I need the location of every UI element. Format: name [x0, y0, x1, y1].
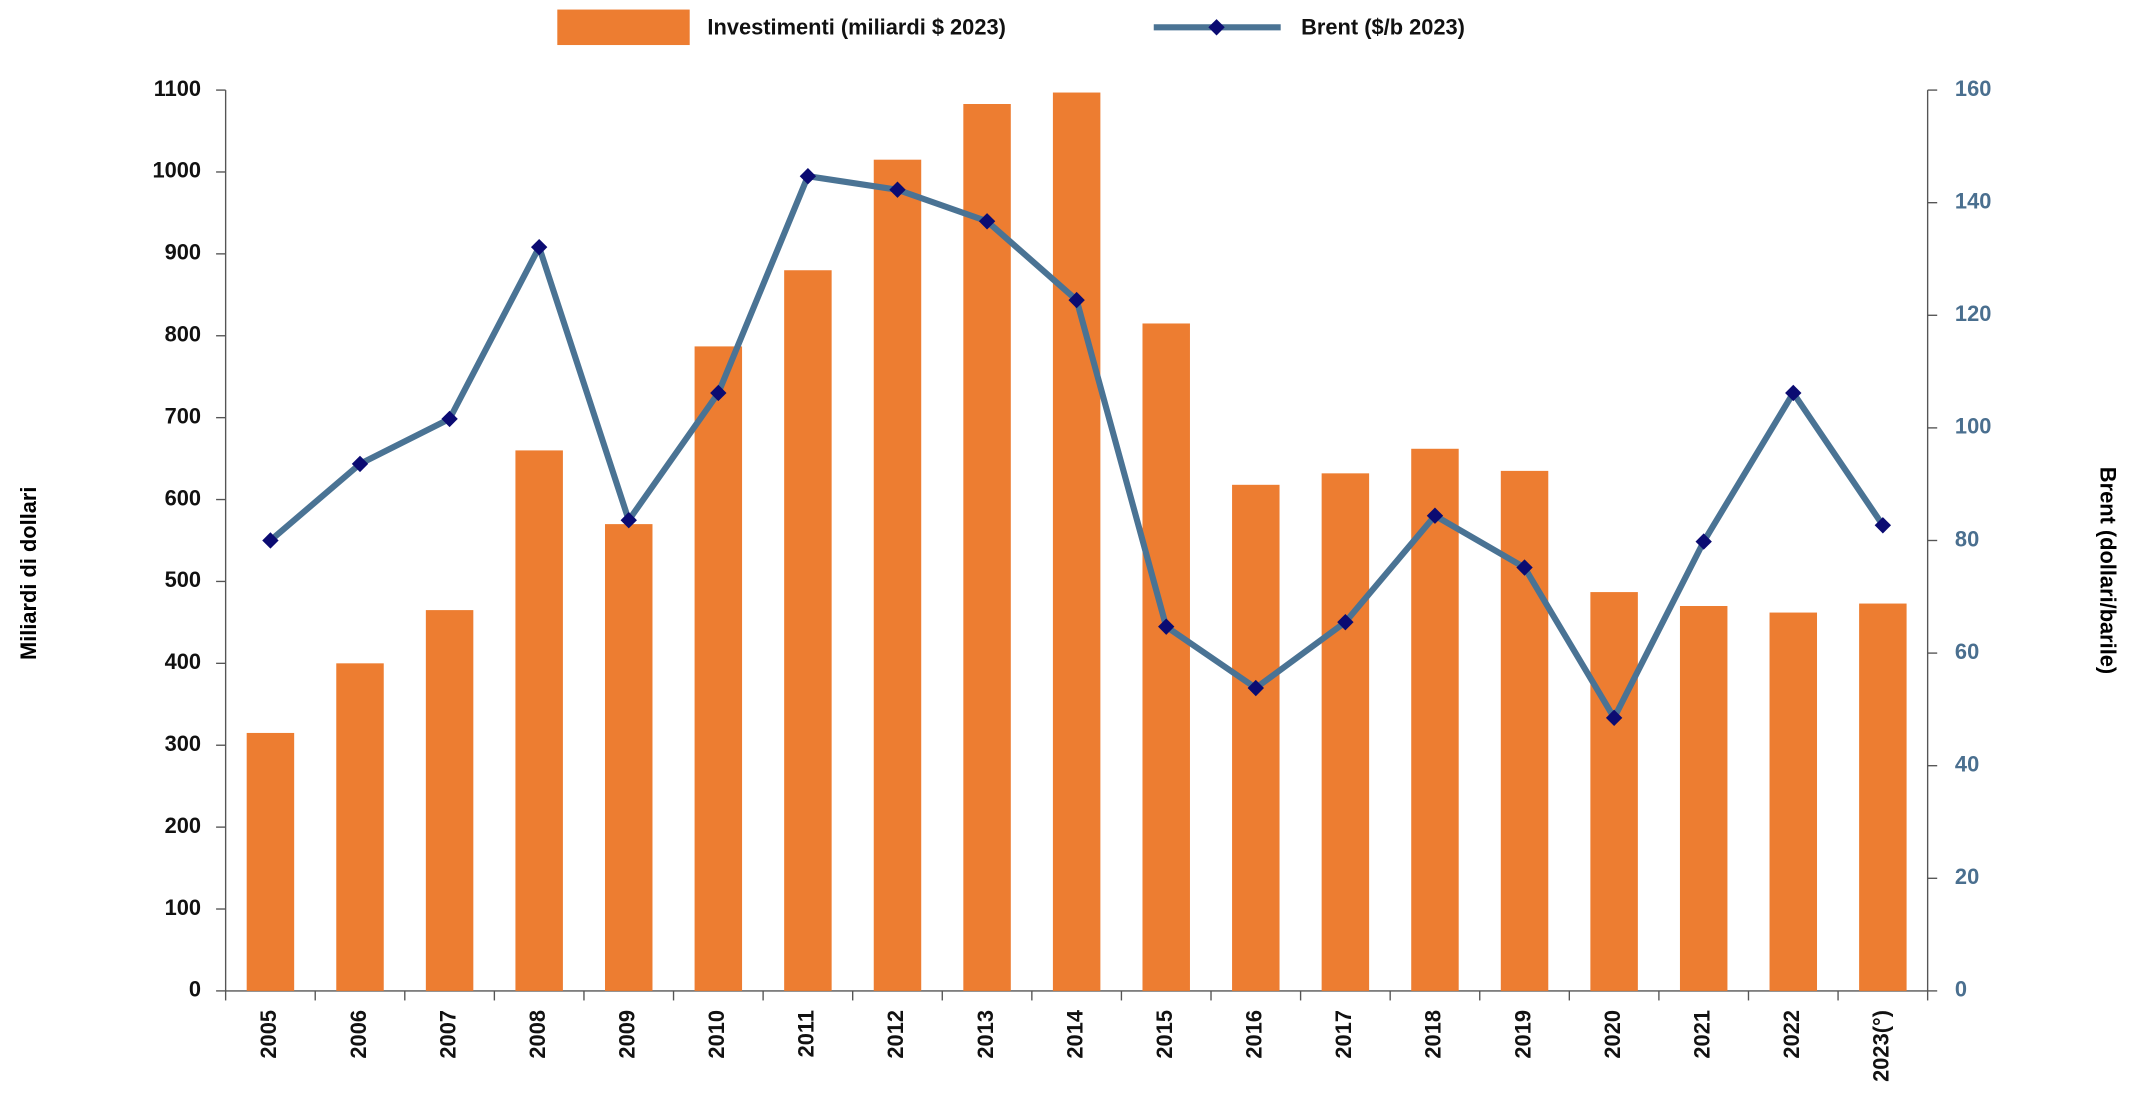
line-marker [1158, 618, 1175, 635]
line-marker [1337, 613, 1354, 631]
legend-label: Investimenti (miliardi $ 2023) [707, 14, 1005, 39]
y-tick-label: 200 [165, 813, 201, 838]
x-tick-label: 2022 [1779, 1010, 1804, 1059]
y-tick-label: 900 [165, 240, 201, 265]
line-marker [799, 168, 817, 185]
line-marker [620, 512, 637, 529]
y-tick-label: 100 [165, 895, 201, 920]
bar [784, 270, 832, 991]
line-marker [441, 410, 458, 428]
y2-tick-label: 100 [1955, 414, 1991, 439]
x-tick-label: 2005 [256, 1010, 281, 1059]
line-marker [1605, 709, 1623, 727]
y2-tick-label: 160 [1955, 76, 1991, 101]
x-tick-label: 2009 [615, 1010, 640, 1059]
y-tick-label: 1000 [153, 158, 202, 183]
x-tick-label: 2017 [1331, 1010, 1356, 1059]
y-tick-label: 0 [189, 977, 201, 1002]
bar [1052, 92, 1101, 991]
line-marker [889, 181, 906, 198]
bar [336, 663, 384, 991]
x-tick-label: 2012 [883, 1010, 908, 1059]
line-marker [1785, 384, 1802, 402]
y2-tick-label: 0 [1955, 977, 1967, 1002]
y2-tick-label: 40 [1955, 751, 1979, 776]
bar [246, 732, 295, 991]
bar [515, 450, 563, 991]
x-tick-label: 2011 [794, 1010, 819, 1057]
line-marker [530, 238, 548, 256]
bar [963, 104, 1011, 991]
x-tick-label: 2018 [1421, 1010, 1446, 1059]
line-marker [1426, 507, 1444, 524]
x-tick-label: 2023(°) [1869, 1010, 1894, 1082]
x-tick-label: 2021 [1689, 1010, 1714, 1059]
bar [1769, 612, 1818, 991]
line-marker [262, 532, 279, 549]
bar [1679, 606, 1728, 991]
y2-tick-label: 140 [1955, 188, 1991, 213]
y2-tick-label: 60 [1955, 639, 1979, 664]
y-axis-title: Miliardi di dollari [16, 487, 41, 660]
y-tick-label: 700 [165, 403, 201, 428]
y2-tick-label: 120 [1955, 301, 1991, 326]
y2-tick-label: 20 [1955, 864, 1979, 889]
x-tick-label: 2015 [1152, 1010, 1177, 1059]
bar [1232, 484, 1280, 991]
x-tick-label: 2008 [525, 1010, 550, 1059]
bar [694, 346, 743, 991]
legend-label: Brent ($/b 2023) [1301, 14, 1465, 39]
y2-tick-label: 80 [1955, 526, 1979, 551]
line-marker [710, 384, 727, 402]
bar [873, 159, 922, 991]
bar [1321, 473, 1370, 991]
y-tick-label: 300 [165, 731, 201, 756]
x-tick-label: 2013 [973, 1010, 998, 1059]
x-tick-label: 2007 [435, 1010, 460, 1059]
y2-axis-title: Brent (dollari/barile) [2096, 467, 2121, 674]
x-tick-label: 2019 [1510, 1010, 1535, 1059]
bar [1500, 470, 1549, 991]
bar [425, 610, 474, 991]
bar [1411, 448, 1459, 991]
line-marker [978, 213, 996, 230]
bar [1590, 592, 1638, 991]
y-tick-label: 500 [165, 567, 201, 592]
bar [1142, 323, 1190, 991]
x-tick-label: 2020 [1600, 1010, 1625, 1059]
y-tick-label: 400 [165, 649, 201, 674]
x-tick-label: 2016 [1242, 1010, 1267, 1059]
legend-swatch [557, 9, 690, 46]
bar [1859, 603, 1907, 991]
y-tick-label: 1100 [154, 76, 201, 101]
x-tick-label: 2006 [346, 1010, 371, 1059]
y-tick-label: 800 [165, 322, 201, 347]
y-tick-label: 600 [165, 485, 201, 510]
line-marker [1874, 517, 1892, 534]
x-tick-label: 2014 [1062, 1009, 1087, 1058]
bar [605, 524, 653, 991]
x-tick-label: 2010 [704, 1010, 729, 1059]
legend-marker [1208, 19, 1225, 36]
